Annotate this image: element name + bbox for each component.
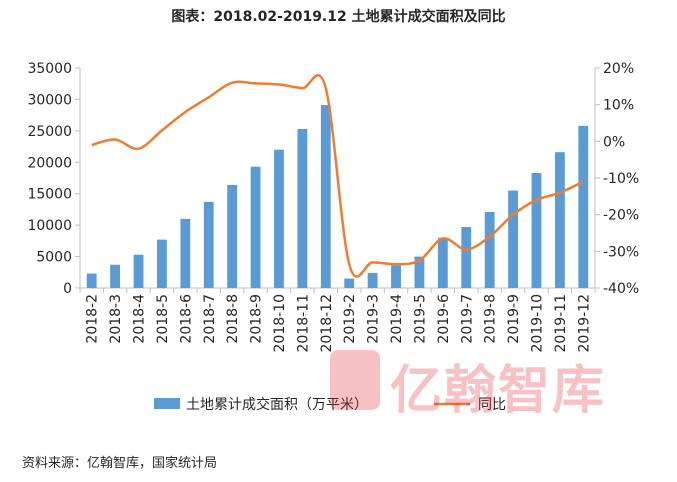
right-tick-label: 10% [603, 98, 634, 114]
x-tick-label: 2019-2 [342, 294, 358, 344]
x-tick-label: 2019-6 [436, 294, 452, 344]
x-tick-label: 2019-5 [412, 294, 428, 344]
watermark-text: 亿翰智库 [390, 361, 607, 421]
bar [391, 265, 401, 288]
source-note: 资料来源：亿翰智库，国家统计局 [22, 456, 218, 471]
left-tick-label: 35000 [27, 61, 72, 77]
bar [508, 190, 518, 288]
bar [554, 152, 565, 288]
x-tick-label: 2019-10 [529, 294, 545, 353]
left-tick-label: 30000 [27, 92, 72, 108]
x-tick-label: 2018-10 [272, 294, 288, 353]
bar [320, 105, 331, 288]
bar [157, 239, 167, 288]
left-tick-label: 25000 [27, 124, 72, 140]
bar-series [86, 105, 589, 288]
bar [274, 149, 284, 288]
bar [531, 172, 542, 288]
bar [578, 125, 589, 288]
x-tick-label: 2018-7 [202, 294, 218, 344]
left-tick-label: 20000 [27, 155, 72, 171]
bar [367, 272, 378, 288]
right-tick-label: -30% [603, 244, 639, 260]
legend-label-line: 同比 [478, 397, 506, 413]
right-tick-label: -20% [603, 208, 639, 224]
x-tick-label: 2018-11 [295, 294, 311, 353]
bar [414, 256, 425, 288]
bar [227, 184, 238, 288]
yoy-line [91, 74, 584, 278]
right-axis-ticks: -40% -30% -20% -10% 0% 10% 20% [595, 61, 639, 297]
right-tick-label: 0% [603, 134, 625, 150]
x-tick-label: 2018-2 [85, 294, 101, 344]
line-series [91, 74, 584, 278]
right-tick-label: -40% [603, 281, 639, 297]
x-tick-label: 2018-5 [155, 294, 171, 344]
bar [297, 128, 308, 288]
bar [484, 211, 495, 288]
chart-title: 图表：2018.02-2019.12 土地累计成交面积及同比 [171, 9, 506, 25]
x-tick-label: 2019-3 [366, 294, 382, 344]
bar [461, 227, 472, 288]
x-tick-label: 2019-12 [576, 294, 592, 353]
x-tick-label: 2018-4 [132, 294, 148, 344]
x-tick-label: 2019-11 [553, 294, 569, 353]
bar [110, 264, 121, 288]
legend: 土地累计成交面积（万平米） 同比 [154, 396, 506, 413]
legend-label-bar: 土地累计成交面积（万平米） [186, 396, 368, 413]
bar [133, 254, 144, 288]
x-tick-label: 2019-9 [506, 294, 522, 344]
bar [344, 278, 355, 288]
watermark-logo: 亿翰智库 [326, 346, 676, 421]
x-tick-label: 2018-3 [108, 294, 124, 344]
x-tick-label: 2018-9 [249, 294, 265, 344]
left-tick-label: 15000 [27, 187, 72, 203]
bar [437, 237, 448, 288]
left-tick-label: 10000 [27, 218, 72, 234]
right-tick-label: -10% [603, 171, 639, 187]
x-tick-label: 2019-7 [459, 294, 475, 344]
x-tick-label: 2019-4 [389, 294, 405, 344]
x-axis-ticks: 2018-2 2018-3 2018-4 2018-5 2018-6 2018-7 2018… [79, 288, 596, 353]
legend-swatch-bar [154, 398, 180, 409]
bar [86, 273, 97, 288]
left-tick-label: 5000 [36, 250, 72, 266]
x-tick-label: 2019-8 [483, 294, 499, 344]
bar [180, 218, 191, 288]
bar [203, 201, 214, 288]
x-tick-label: 2018-8 [225, 294, 241, 344]
watermark-icon [330, 350, 380, 410]
right-tick-label: 20% [603, 61, 634, 77]
x-tick-label: 2018-6 [178, 294, 194, 344]
bar [250, 166, 261, 288]
left-tick-label: 0 [63, 281, 72, 297]
left-axis-ticks: 0 5000 10000 15000 20000 25000 30000 35000 [27, 61, 80, 297]
x-tick-label: 2018-12 [319, 294, 335, 353]
